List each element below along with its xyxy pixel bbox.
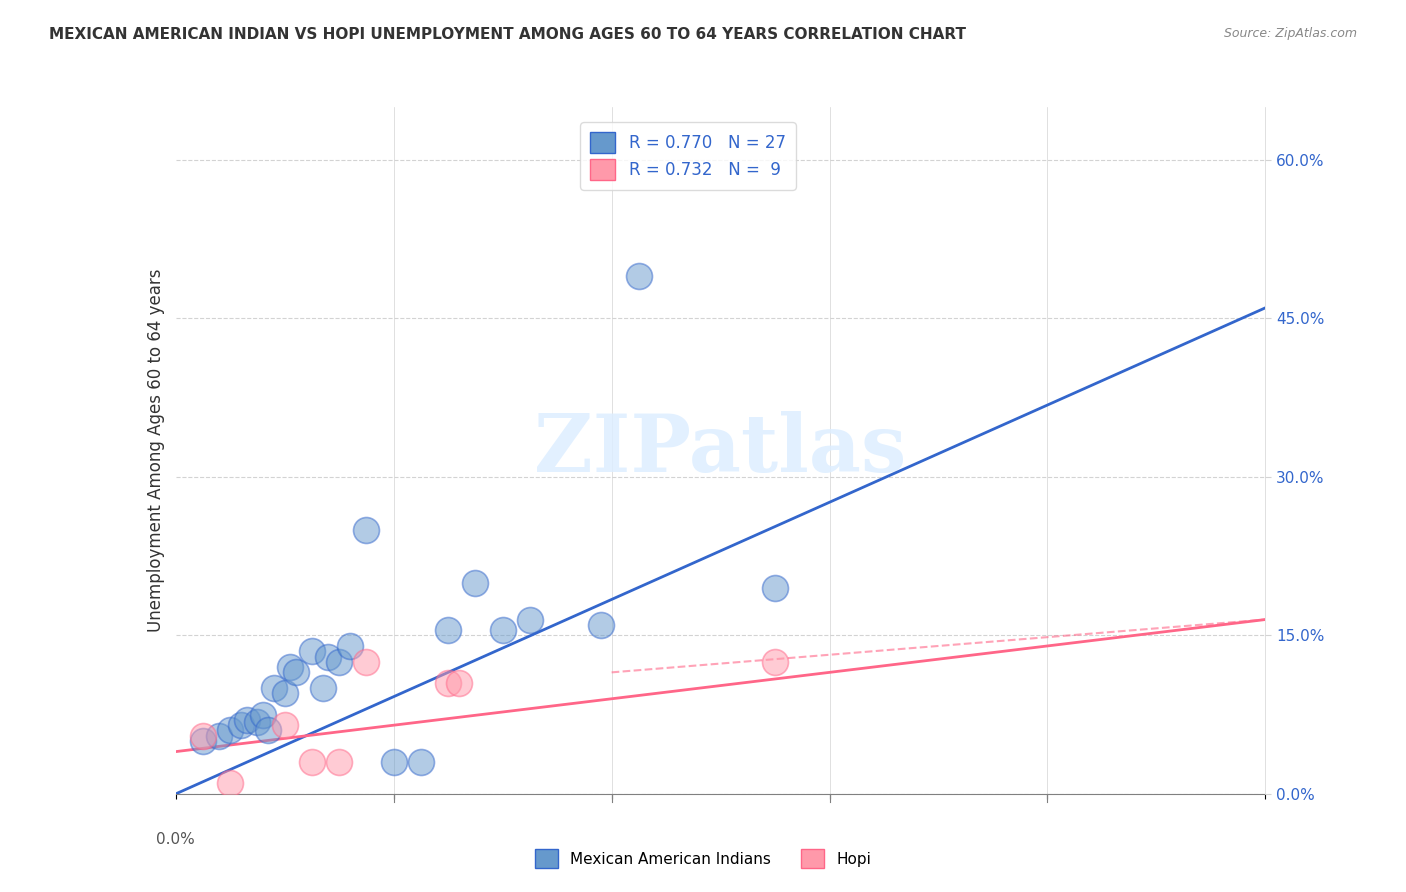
- Point: [191, 729, 214, 743]
- Point: [627, 269, 650, 284]
- Point: [274, 718, 297, 732]
- Legend: R = 0.770   N = 27, R = 0.732   N =  9: R = 0.770 N = 27, R = 0.732 N = 9: [581, 122, 796, 190]
- Text: 0.0%: 0.0%: [156, 831, 195, 847]
- Point: [356, 523, 378, 537]
- Point: [284, 665, 307, 680]
- Legend: Mexican American Indians, Hopi: Mexican American Indians, Hopi: [527, 841, 879, 875]
- Point: [246, 714, 269, 729]
- Text: MEXICAN AMERICAN INDIAN VS HOPI UNEMPLOYMENT AMONG AGES 60 TO 64 YEARS CORRELATI: MEXICAN AMERICAN INDIAN VS HOPI UNEMPLOY…: [49, 27, 966, 42]
- Point: [464, 575, 486, 590]
- Point: [763, 655, 786, 669]
- Point: [339, 639, 361, 653]
- Y-axis label: Unemployment Among Ages 60 to 64 years: Unemployment Among Ages 60 to 64 years: [146, 268, 165, 632]
- Point: [356, 655, 378, 669]
- Point: [263, 681, 285, 696]
- Point: [437, 676, 460, 690]
- Point: [763, 581, 786, 595]
- Text: ZIPatlas: ZIPatlas: [534, 411, 907, 490]
- Point: [235, 713, 257, 727]
- Point: [382, 755, 405, 769]
- Point: [519, 613, 541, 627]
- Point: [274, 686, 297, 700]
- Point: [328, 755, 350, 769]
- Point: [278, 660, 301, 674]
- Point: [301, 755, 323, 769]
- Point: [191, 734, 214, 748]
- Point: [257, 723, 280, 738]
- Point: [409, 755, 432, 769]
- Text: Source: ZipAtlas.com: Source: ZipAtlas.com: [1223, 27, 1357, 40]
- Point: [589, 617, 612, 632]
- Point: [437, 623, 460, 637]
- Point: [231, 718, 253, 732]
- Point: [447, 676, 470, 690]
- Point: [312, 681, 335, 696]
- Point: [219, 723, 242, 738]
- Point: [318, 649, 340, 664]
- Point: [252, 707, 274, 722]
- Point: [301, 644, 323, 658]
- Point: [328, 655, 350, 669]
- Point: [219, 776, 242, 790]
- Point: [492, 623, 515, 637]
- Point: [208, 729, 231, 743]
